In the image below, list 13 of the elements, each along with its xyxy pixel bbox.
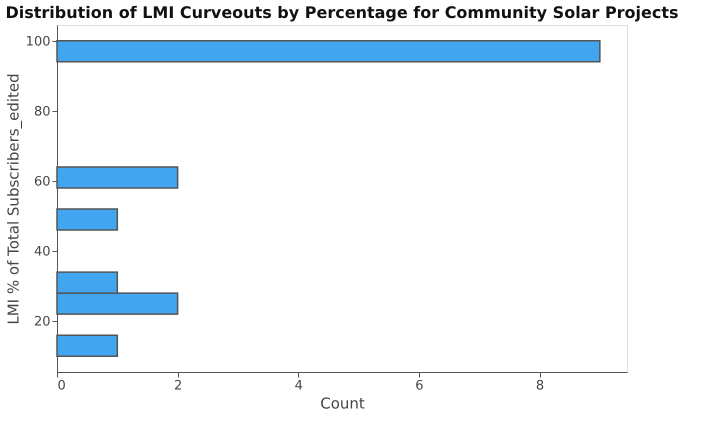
y-tick-label: 80 [34,104,50,120]
x-tick-label: 2 [174,378,182,394]
x-tick-label: 6 [415,378,424,394]
chart-title: Distribution of LMI Curveouts by Percentage for Community Solar Projects [5,3,679,22]
y-axis-title: LMI % of Total Subscribers_edited [4,73,23,325]
x-tick-label: 4 [294,378,303,394]
y-tick-label: 60 [34,174,50,190]
y-tick-label: 40 [34,244,50,260]
x-axis-title: Count [320,394,365,412]
y-tick-label: 20 [34,314,50,330]
y-tick-label: 100 [26,34,50,50]
x-tick-label: 0 [58,378,66,394]
x-tick-label: 8 [536,378,544,394]
